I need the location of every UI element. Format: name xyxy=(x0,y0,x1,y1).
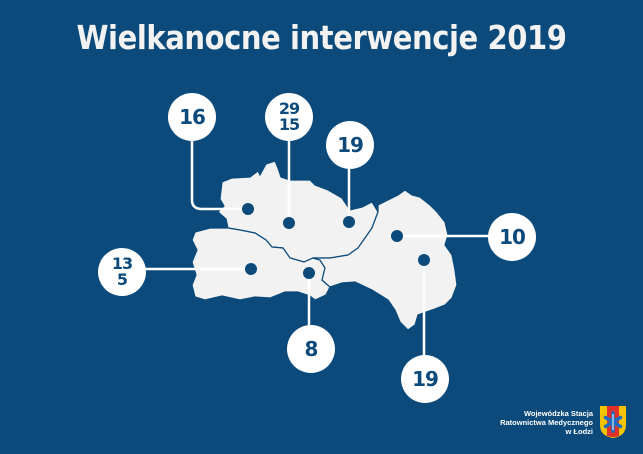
map-region-west xyxy=(191,227,331,301)
marker-value: 15 xyxy=(278,115,300,134)
marker-south-central: 8 xyxy=(287,325,335,373)
marker-east: 10 xyxy=(488,213,536,261)
logo-line: Ratownictwa Medycznego xyxy=(500,417,593,427)
marker-value: 29 xyxy=(278,99,300,118)
location-dot xyxy=(242,203,254,215)
marker-north-west: 16 xyxy=(168,93,216,141)
marker-value: 16 xyxy=(179,104,206,129)
marker-value: 5 xyxy=(116,270,128,289)
coat-of-arms-icon xyxy=(600,406,626,438)
marker-north-central: 29 15 xyxy=(265,93,313,141)
marker-value: 10 xyxy=(499,224,526,249)
location-dot xyxy=(283,217,295,229)
logo-line: w Łodzi xyxy=(565,426,594,436)
leader-line-north-west xyxy=(190,140,248,211)
marker-value: 19 xyxy=(337,132,364,157)
location-dot xyxy=(303,267,315,279)
marker-value: 19 xyxy=(412,366,439,391)
page-title: Wielkanocne interwencje 2019 xyxy=(76,18,567,57)
location-dot xyxy=(418,254,430,266)
marker-value: 8 xyxy=(304,336,319,361)
marker-value: 13 xyxy=(111,254,133,273)
marker-south-east: 19 xyxy=(401,355,449,403)
logo-line: Wojewódzka Stacja xyxy=(523,408,593,418)
location-dot xyxy=(245,263,257,275)
organization-logo: Wojewódzka Stacja Ratownictwa Medycznego… xyxy=(500,405,627,439)
location-dot xyxy=(391,230,403,242)
location-dot xyxy=(343,216,355,228)
marker-north-east: 19 xyxy=(326,121,374,169)
marker-west: 13 5 xyxy=(98,248,146,296)
map-region-east xyxy=(312,189,458,331)
